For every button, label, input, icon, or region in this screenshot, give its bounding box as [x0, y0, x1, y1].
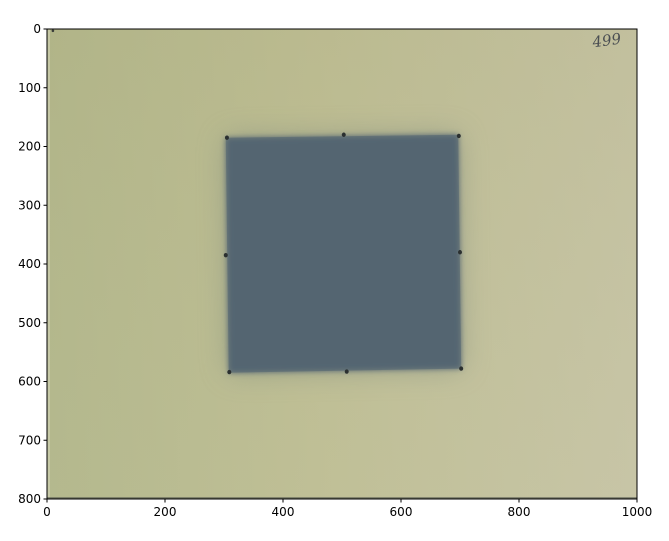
marker-dot: [224, 135, 229, 140]
x-axis-ticks: 0 200 400 600 800 1000: [43, 499, 652, 519]
y-tick-label: 600: [18, 375, 41, 389]
marker-dot: [458, 250, 462, 255]
marker-dot: [223, 252, 228, 258]
image-content: 499: [47, 29, 637, 499]
dark-square-core: [225, 134, 462, 373]
y-tick-label: 300: [18, 198, 41, 212]
y-tick-label: 700: [18, 433, 41, 447]
plot-image: 499: [47, 29, 637, 499]
marker-dot: [341, 132, 346, 137]
y-tick-label: 800: [18, 492, 41, 506]
x-tick-label: 400: [272, 505, 295, 519]
marker-dot: [227, 369, 232, 375]
marker-dot: [344, 369, 349, 374]
y-tick-label: 500: [18, 316, 41, 330]
y-axis-ticks: 0 100 200 300 400 500 600 700 800: [18, 22, 47, 506]
x-tick-label: 1000: [622, 505, 653, 519]
x-tick-label: 800: [508, 505, 531, 519]
handwritten-label: 499: [590, 30, 622, 52]
left-edge-streak: [47, 29, 50, 499]
x-tick-label: 600: [390, 505, 413, 519]
y-tick-label: 0: [33, 22, 41, 36]
speck-dot: [51, 29, 55, 33]
y-tick-label: 200: [18, 140, 41, 154]
y-tick-label: 400: [18, 257, 41, 271]
marker-dot: [459, 366, 464, 371]
x-tick-label: 200: [154, 505, 177, 519]
marker-dot: [456, 133, 461, 139]
bottom-edge-line: [47, 497, 637, 499]
y-tick-label: 100: [18, 81, 41, 95]
x-tick-label: 0: [43, 505, 51, 519]
